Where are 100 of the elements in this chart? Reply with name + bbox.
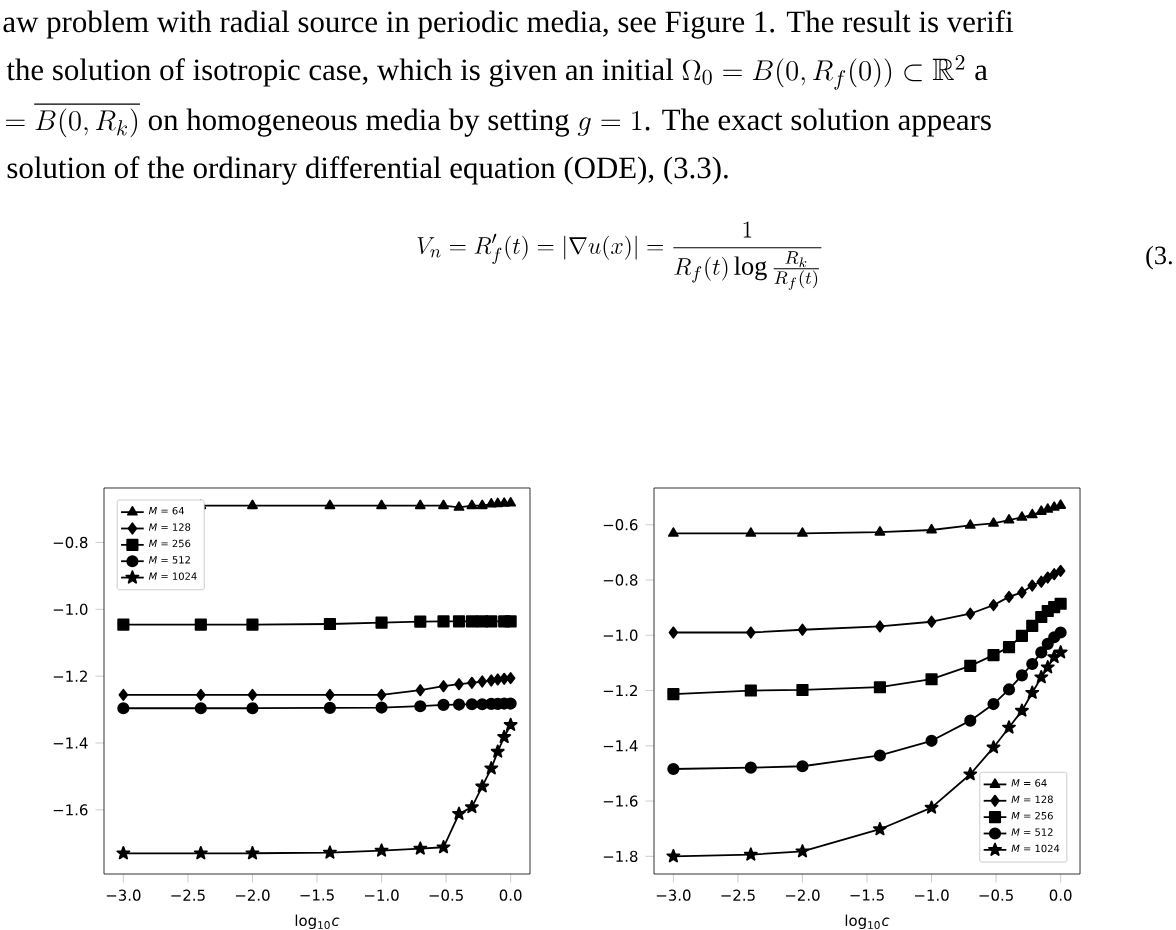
point bbox=[743, 847, 758, 861]
point bbox=[376, 499, 387, 510]
point bbox=[745, 527, 757, 537]
point bbox=[988, 599, 999, 612]
point bbox=[117, 618, 130, 631]
point bbox=[926, 523, 937, 534]
point bbox=[986, 740, 1001, 754]
point bbox=[797, 623, 808, 636]
point bbox=[1026, 657, 1039, 671]
point bbox=[1055, 564, 1066, 577]
point bbox=[1015, 629, 1028, 642]
point bbox=[1036, 575, 1047, 588]
text: (3. bbox=[1146, 245, 1172, 270]
point bbox=[464, 799, 479, 814]
point bbox=[323, 617, 336, 631]
point bbox=[1040, 660, 1055, 674]
point bbox=[1004, 590, 1014, 603]
point bbox=[323, 701, 336, 714]
text: $=\overline{B(0,R_k)}$ bbox=[5, 104, 140, 138]
point bbox=[194, 618, 207, 631]
point bbox=[438, 680, 449, 693]
point bbox=[744, 761, 757, 774]
point bbox=[466, 499, 478, 510]
point bbox=[1002, 683, 1016, 696]
point bbox=[925, 734, 938, 747]
point bbox=[796, 760, 809, 773]
point bbox=[873, 681, 886, 694]
point bbox=[245, 846, 260, 860]
point bbox=[1027, 579, 1038, 592]
point bbox=[247, 499, 258, 510]
text: $\Omega_0 = B(0,R_f(0)) \subset \mathbb{R}^2$ bbox=[682, 55, 965, 90]
point bbox=[987, 697, 1000, 711]
point bbox=[452, 806, 466, 820]
point bbox=[376, 688, 387, 701]
point bbox=[484, 761, 499, 775]
point bbox=[437, 615, 450, 628]
point bbox=[667, 762, 680, 776]
point bbox=[196, 688, 206, 701]
point bbox=[1003, 513, 1015, 524]
point bbox=[666, 849, 681, 863]
point bbox=[414, 700, 427, 713]
point bbox=[452, 615, 466, 628]
point bbox=[414, 499, 426, 510]
point bbox=[964, 714, 977, 727]
point bbox=[490, 744, 505, 758]
text: solution of the ordinary differential equation (ODE), (3.3). bbox=[7, 156, 728, 185]
point bbox=[797, 527, 808, 537]
point bbox=[375, 616, 388, 629]
point bbox=[925, 673, 938, 686]
point bbox=[118, 688, 129, 701]
point bbox=[116, 846, 131, 860]
point bbox=[924, 800, 939, 814]
point bbox=[1053, 645, 1068, 659]
point bbox=[872, 821, 887, 836]
point bbox=[1025, 685, 1040, 699]
point bbox=[504, 615, 517, 628]
point bbox=[795, 844, 810, 858]
point bbox=[503, 717, 518, 731]
point bbox=[1016, 511, 1028, 521]
point bbox=[746, 626, 756, 639]
text: . The exact solution appears bbox=[645, 108, 991, 137]
point bbox=[117, 702, 130, 715]
text: $g=1$ bbox=[577, 110, 642, 136]
point bbox=[375, 701, 388, 714]
point bbox=[1054, 597, 1067, 610]
point bbox=[1017, 586, 1027, 599]
point bbox=[475, 779, 490, 793]
point bbox=[438, 499, 449, 510]
point bbox=[1049, 568, 1059, 581]
point bbox=[322, 845, 337, 859]
point bbox=[1014, 703, 1029, 717]
point bbox=[964, 519, 976, 529]
point bbox=[476, 499, 488, 510]
point bbox=[1026, 619, 1039, 632]
point bbox=[414, 615, 427, 628]
point bbox=[744, 684, 757, 697]
point bbox=[467, 676, 477, 689]
text: $V_n = R_f'(t) = |\nabla u(x)| = \frac{1}{R_f(t)\log\frac{R_k}{R_f(t)}}$ bbox=[417, 221, 822, 291]
point bbox=[465, 698, 478, 711]
text: aw problem with radial source in periodic media, see Figure 1. The result is verifi bbox=[3, 10, 1014, 39]
point bbox=[413, 841, 428, 855]
point bbox=[1002, 720, 1016, 734]
point bbox=[965, 607, 976, 620]
point bbox=[1026, 508, 1038, 519]
point bbox=[1034, 669, 1049, 684]
point bbox=[1035, 646, 1048, 659]
point bbox=[987, 649, 1000, 662]
point bbox=[1042, 571, 1053, 584]
point bbox=[1015, 669, 1028, 682]
point bbox=[963, 766, 978, 781]
point bbox=[374, 843, 389, 857]
point bbox=[668, 626, 679, 639]
point bbox=[247, 688, 258, 701]
point bbox=[499, 672, 509, 685]
point bbox=[477, 675, 488, 688]
point bbox=[325, 688, 335, 701]
point bbox=[415, 684, 426, 697]
point bbox=[193, 846, 208, 860]
text: a bbox=[975, 65, 988, 81]
point bbox=[454, 678, 464, 691]
